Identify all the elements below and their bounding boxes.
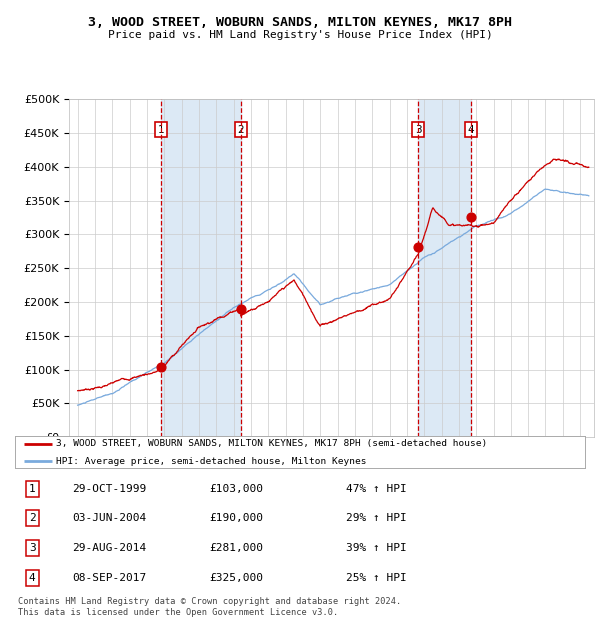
Point	[413, 242, 423, 252]
Text: 39% ↑ HPI: 39% ↑ HPI	[346, 543, 406, 553]
Text: 4: 4	[467, 125, 474, 135]
Text: £325,000: £325,000	[209, 573, 263, 583]
Point	[236, 304, 245, 314]
Text: 08-SEP-2017: 08-SEP-2017	[72, 573, 146, 583]
Text: 29% ↑ HPI: 29% ↑ HPI	[346, 513, 406, 523]
Text: 1: 1	[158, 125, 164, 135]
Point	[157, 363, 166, 373]
Bar	[418, 99, 471, 437]
Point	[466, 213, 476, 223]
Text: 3: 3	[415, 125, 422, 135]
Text: £281,000: £281,000	[209, 543, 263, 553]
Text: £190,000: £190,000	[209, 513, 263, 523]
Text: 4: 4	[29, 573, 35, 583]
Text: 3: 3	[29, 543, 35, 553]
Bar	[161, 99, 241, 437]
Text: 29-AUG-2014: 29-AUG-2014	[72, 543, 146, 553]
Text: Price paid vs. HM Land Registry's House Price Index (HPI): Price paid vs. HM Land Registry's House …	[107, 30, 493, 40]
Text: Contains HM Land Registry data © Crown copyright and database right 2024.
This d: Contains HM Land Registry data © Crown c…	[18, 598, 401, 617]
Text: 47% ↑ HPI: 47% ↑ HPI	[346, 484, 406, 494]
Text: 03-JUN-2004: 03-JUN-2004	[72, 513, 146, 523]
Text: 3, WOOD STREET, WOBURN SANDS, MILTON KEYNES, MK17 8PH (semi-detached house): 3, WOOD STREET, WOBURN SANDS, MILTON KEY…	[56, 440, 487, 448]
Text: 1: 1	[29, 484, 35, 494]
Text: 29-OCT-1999: 29-OCT-1999	[72, 484, 146, 494]
Text: 25% ↑ HPI: 25% ↑ HPI	[346, 573, 406, 583]
Text: 2: 2	[29, 513, 35, 523]
Text: £103,000: £103,000	[209, 484, 263, 494]
Text: 2: 2	[238, 125, 244, 135]
Text: HPI: Average price, semi-detached house, Milton Keynes: HPI: Average price, semi-detached house,…	[56, 456, 367, 466]
Text: 3, WOOD STREET, WOBURN SANDS, MILTON KEYNES, MK17 8PH: 3, WOOD STREET, WOBURN SANDS, MILTON KEY…	[88, 16, 512, 29]
